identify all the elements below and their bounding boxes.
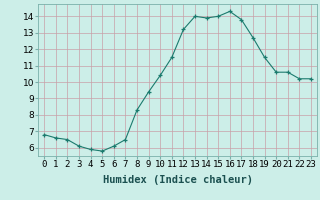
X-axis label: Humidex (Indice chaleur): Humidex (Indice chaleur) [103, 175, 252, 185]
